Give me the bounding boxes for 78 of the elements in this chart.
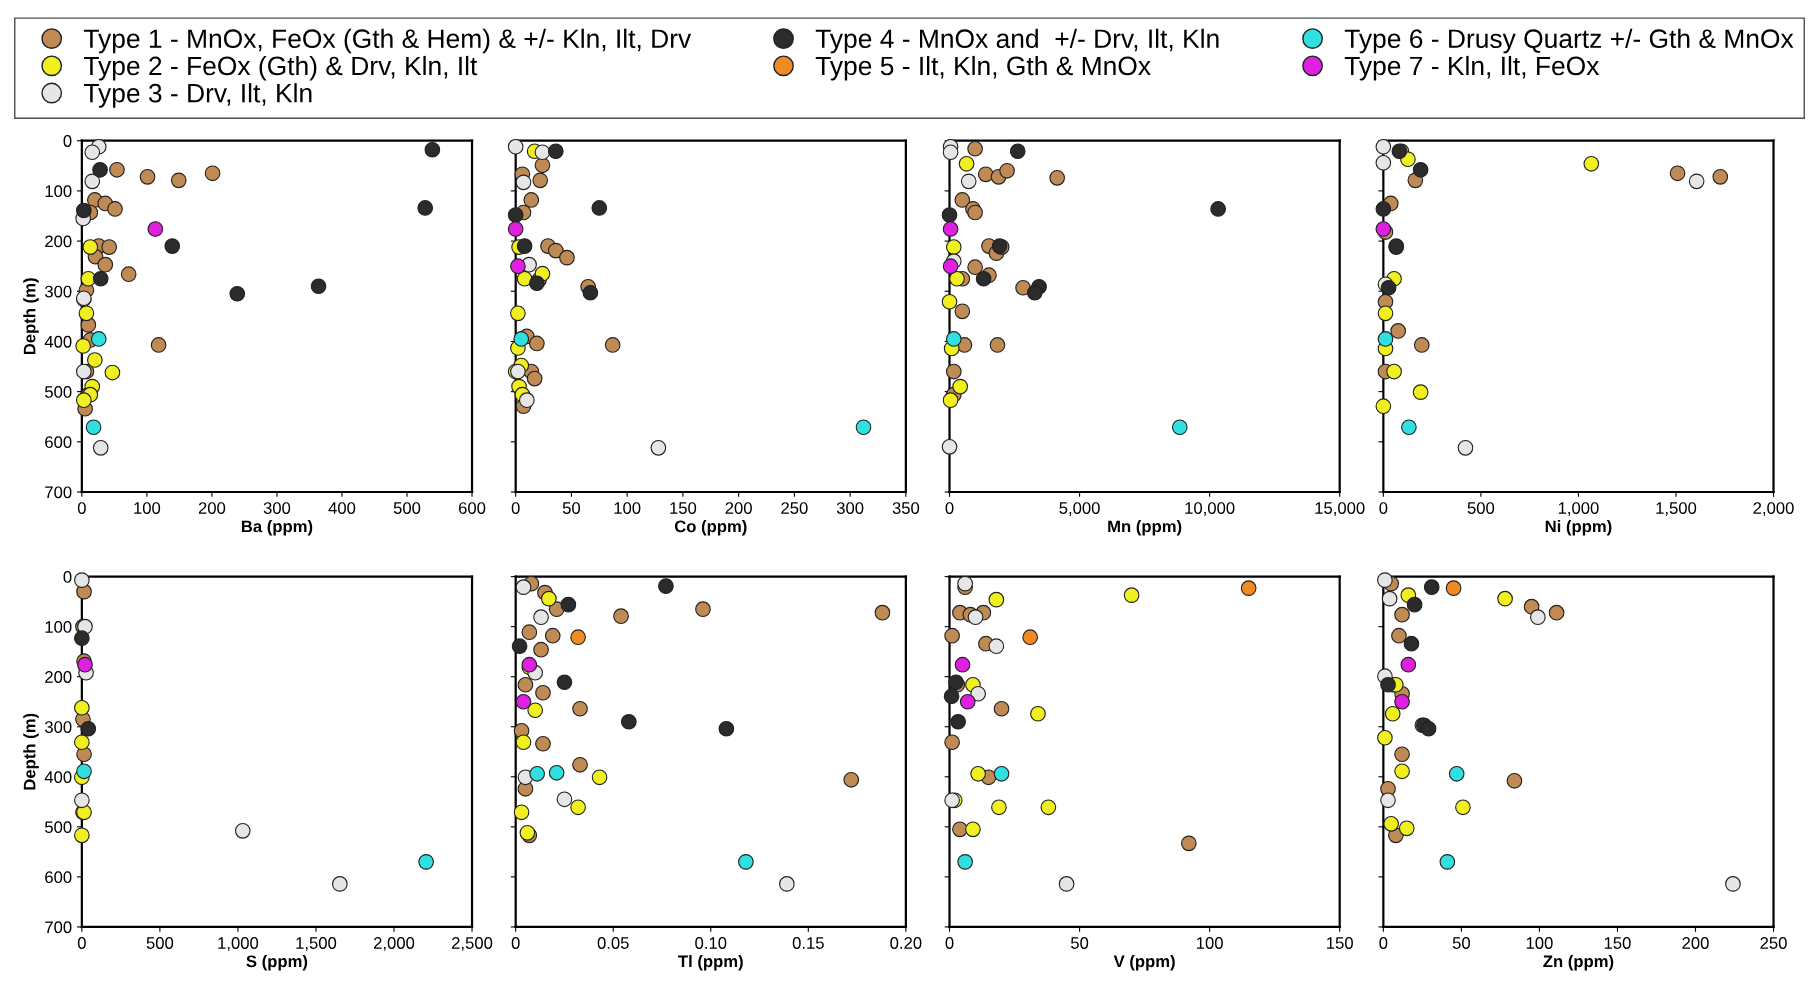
x-tick-label: 0.20 <box>890 937 922 949</box>
y-tick-label: 200 <box>45 671 72 683</box>
x-tick-label: 350 <box>892 502 920 514</box>
x-tick-label: 500 <box>1467 502 1495 514</box>
x-tick-label: 1,000 <box>218 937 259 951</box>
legend-label: Type 4 - MnOx and +/- Drv, Ilt, Kln <box>815 28 1219 54</box>
x-tick-label: 2,000 <box>1753 502 1794 516</box>
y-tick-label: 400 <box>44 771 72 783</box>
x-tick-label: 400 <box>328 502 356 514</box>
x-tick-label: 0 <box>77 937 86 949</box>
y-tick-label: 300 <box>44 721 72 733</box>
x-tick-label: 0 <box>77 502 86 514</box>
x-tick-label: 5,000 <box>1059 502 1100 516</box>
y-tick-label: 500 <box>44 821 72 834</box>
y-tick-label: 0 <box>63 571 72 583</box>
x-axis-title: Ni (ppm) <box>1545 520 1612 536</box>
x-tick-label: 2,000 <box>373 937 415 951</box>
legend-label: Type 3 - Drv, Ilt, Kln <box>83 83 312 108</box>
y-tick-label: 300 <box>44 285 72 298</box>
x-tick-label: 100 <box>134 502 161 514</box>
legend-label: Type 2 - FeOx (Gth) & Drv, Kln, Ilt <box>83 55 478 81</box>
x-tick-label: 500 <box>146 937 174 949</box>
legend-label: Type 7 - Kln, Ilt, FeOx <box>1344 55 1600 81</box>
y-tick-label: 500 <box>44 386 72 398</box>
x-tick-label: 100 <box>1526 937 1553 949</box>
x-tick-label: 200 <box>725 502 752 514</box>
x-tick-label: 0 <box>945 502 954 514</box>
x-tick-label: 0 <box>1379 502 1388 514</box>
x-tick-label: 600 <box>458 502 486 514</box>
x-axis-title: Co (ppm) <box>674 520 747 536</box>
x-tick-label: 0 <box>511 937 520 949</box>
x-tick-label: 300 <box>836 502 864 514</box>
x-tick-label: 250 <box>1760 937 1787 949</box>
x-tick-label: 0.10 <box>695 937 727 949</box>
y-axis-title: Depth (m) <box>23 713 39 790</box>
x-tick-label: 0 <box>1379 937 1388 949</box>
x-tick-label: 1,500 <box>1656 502 1697 516</box>
y-tick-label: 700 <box>45 921 72 934</box>
legend-label: Type 6 - Drusy Quartz +/- Gth & MnOx <box>1344 28 1794 54</box>
x-tick-label: 300 <box>263 502 291 514</box>
x-tick-label: 100 <box>1197 937 1223 949</box>
x-axis-title: S (ppm) <box>246 954 308 971</box>
x-tick-label: 15,000 <box>1315 502 1365 516</box>
x-tick-label: 0 <box>945 937 954 949</box>
legend-label: Type 1 - MnOx, FeOx (Gth & Hem) & +/- Kln, Ilt, Drv <box>83 28 692 54</box>
x-axis-title: V (ppm) <box>1113 954 1175 971</box>
y-tick-label: 0 <box>63 135 72 147</box>
y-tick-label: 400 <box>44 335 72 348</box>
x-tick-label: 100 <box>614 502 641 514</box>
x-tick-label: 0 <box>511 502 520 514</box>
y-tick-label: 700 <box>45 486 72 499</box>
x-tick-label: 150 <box>670 502 697 514</box>
x-axis-title: Mn (ppm) <box>1108 520 1182 536</box>
x-axis-title: Zn (ppm) <box>1543 954 1614 971</box>
x-tick-label: 50 <box>1070 937 1089 949</box>
y-tick-label: 200 <box>45 235 72 248</box>
x-tick-label: 150 <box>1604 937 1631 949</box>
x-axis-title: Ba (ppm) <box>241 520 313 536</box>
y-axis-title: Depth (m) <box>23 278 39 355</box>
legend-label: Type 5 - Ilt, Kln, Gth & MnOx <box>815 55 1151 81</box>
x-tick-label: 150 <box>1327 937 1353 949</box>
x-tick-label: 500 <box>393 502 421 514</box>
x-tick-label: 50 <box>562 502 581 514</box>
y-tick-label: 600 <box>45 871 72 884</box>
y-tick-label: 100 <box>45 185 72 198</box>
x-tick-label: 250 <box>781 502 808 514</box>
x-tick-label: 2,500 <box>452 937 493 951</box>
x-tick-label: 200 <box>198 502 226 514</box>
x-tick-label: 0.05 <box>597 937 629 949</box>
x-tick-label: 10,000 <box>1185 502 1235 516</box>
x-tick-label: 200 <box>1682 937 1709 949</box>
x-tick-label: 0.15 <box>792 937 824 949</box>
x-tick-label: 1,500 <box>296 937 337 951</box>
x-tick-label: 1,000 <box>1558 502 1599 516</box>
y-tick-label: 100 <box>45 621 72 633</box>
x-tick-label: 50 <box>1452 937 1470 949</box>
y-tick-label: 600 <box>45 436 72 449</box>
x-axis-title: Tl (ppm) <box>678 954 743 971</box>
